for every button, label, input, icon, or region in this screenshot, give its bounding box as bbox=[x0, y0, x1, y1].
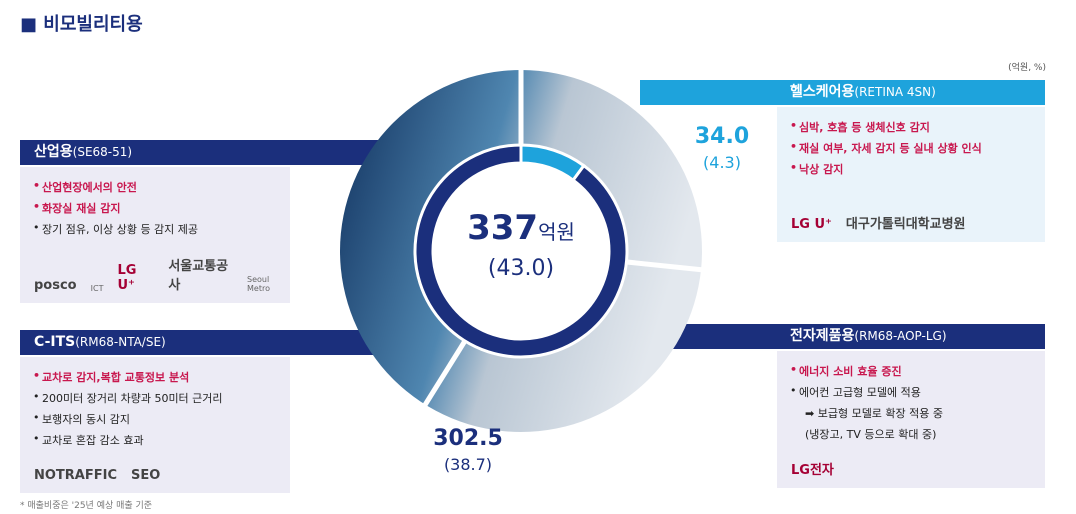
item-list: 교차로 감지,복합 교통정보 분석 200미터 장거리 차량과 50미터 근거리보… bbox=[20, 357, 290, 448]
donut-segment bbox=[413, 143, 629, 359]
bullet-item: (냉장고, TV 등으로 확대 중) bbox=[805, 428, 937, 441]
logo: LG U⁺ bbox=[117, 263, 137, 293]
bullet-item: 재실 여부, 자세 감지 등 실내 상황 인식 bbox=[787, 140, 1035, 156]
logo: LG U⁺ bbox=[791, 217, 832, 232]
logos: posco ICT LG U⁺ 서울교통공사 Seoul Metro bbox=[34, 255, 290, 293]
bullet-item: 화장실 재실 감지 bbox=[30, 200, 280, 216]
panel-header: 헬스케어용(RETINA 4SN) bbox=[640, 80, 1045, 105]
panel-title: 헬스케어용 bbox=[790, 84, 855, 100]
total-value: 337 bbox=[467, 208, 538, 248]
bullet-item: 심박, 호흡 등 생체신호 감지 bbox=[787, 119, 1035, 135]
share-label: (38.7) bbox=[444, 455, 492, 474]
total-unit: 억원 bbox=[538, 220, 575, 244]
panel-title: C-ITS bbox=[34, 334, 76, 350]
logo: ICT bbox=[90, 284, 104, 293]
logo: posco bbox=[34, 278, 77, 293]
panel-model: (RETINA 4SN) bbox=[854, 85, 936, 99]
value-label: 302.5 bbox=[433, 426, 503, 451]
panel-body: 교차로 감지,복합 교통정보 분석 200미터 장거리 차량과 50미터 근거리보… bbox=[20, 357, 290, 493]
logo: SEO bbox=[131, 468, 161, 483]
logo: LG전자 bbox=[791, 463, 834, 478]
bullet-item: 장기 점유, 이상 상황 등 감지 제공 bbox=[30, 221, 280, 237]
logo: 대구가톨릭대학교병원 bbox=[845, 217, 966, 232]
page-title: ■ 비모빌리티용 bbox=[20, 14, 143, 35]
title-text: 비모빌리티용 bbox=[43, 14, 143, 35]
bullet-item: 보행자의 동시 감지 bbox=[30, 411, 280, 427]
panel-title: 산업용 bbox=[34, 144, 73, 160]
bullet-item: 교차로 감지,복합 교통정보 분석 bbox=[30, 369, 280, 385]
panel-header: C-ITS(RM68-NTA/SE) bbox=[20, 330, 420, 355]
panel-model: (RM68-AOP-LG) bbox=[854, 329, 947, 343]
logos: LG전자 bbox=[791, 459, 834, 478]
bullet-item: 교차로 혼잡 감소 효과 bbox=[30, 432, 280, 448]
logo: NOTRAFFIC bbox=[34, 468, 118, 483]
bullet-item: ➡ 보급형 모델로 확장 적용 중 bbox=[805, 407, 944, 420]
center-total: 337억원 bbox=[467, 208, 575, 248]
center-disc bbox=[433, 163, 609, 339]
panel-title: 전자제품용 bbox=[790, 328, 855, 344]
panel-body: 에너지 소비 효율 증진에어컨 고급형 모델에 적용 ➡ 보급형 모델로 확장 적… bbox=[777, 351, 1045, 488]
logos: LG U⁺ 대구가톨릭대학교병원 bbox=[791, 213, 966, 232]
item-list: 에너지 소비 효율 증진에어컨 고급형 모델에 적용 ➡ 보급형 모델로 확장 적… bbox=[777, 351, 1045, 442]
item-list: 산업현장에서의 안전화장실 재실 감지장기 점유, 이상 상황 등 감지 제공 bbox=[20, 167, 290, 237]
panel-body: 심박, 호흡 등 생체신호 감지재실 여부, 자세 감지 등 실내 상황 인식낙… bbox=[777, 107, 1045, 242]
logos: NOTRAFFIC SEO bbox=[34, 468, 160, 483]
item-list: 심박, 호흡 등 생체신호 감지재실 여부, 자세 감지 등 실내 상황 인식낙… bbox=[777, 107, 1045, 177]
bullet-item: 에어컨 고급형 모델에 적용 bbox=[787, 384, 1035, 400]
center-share: (43.0) bbox=[488, 256, 554, 281]
panel-model: (RM68-NTA/SE) bbox=[75, 335, 166, 349]
panel-model: (SE68-51) bbox=[72, 145, 133, 159]
share-label: (4.3) bbox=[703, 153, 741, 172]
footnote: * 매출비중은 '25년 예상 매출 기준 bbox=[20, 501, 153, 511]
panel-header: 전자제품용(RM68-AOP-LG) bbox=[640, 324, 1045, 349]
panel-body: 산업현장에서의 안전화장실 재실 감지장기 점유, 이상 상황 등 감지 제공 p… bbox=[20, 167, 290, 303]
value-label: 34.0 bbox=[695, 124, 749, 149]
panel-header: 산업용(SE68-51) bbox=[20, 140, 420, 165]
bullet-item: 산업현장에서의 안전 bbox=[30, 179, 280, 195]
logo: 서울교통공사 bbox=[168, 259, 229, 293]
logo: Seoul Metro bbox=[247, 275, 270, 293]
bullet-item: 200미터 장거리 차량과 50미터 근거리 bbox=[30, 390, 280, 406]
bullet-item: 낙상 감지 bbox=[787, 161, 1035, 177]
bullet-item: 에너지 소비 효율 증진 bbox=[787, 363, 1035, 379]
unit-note: (억원, %) bbox=[1008, 63, 1046, 73]
